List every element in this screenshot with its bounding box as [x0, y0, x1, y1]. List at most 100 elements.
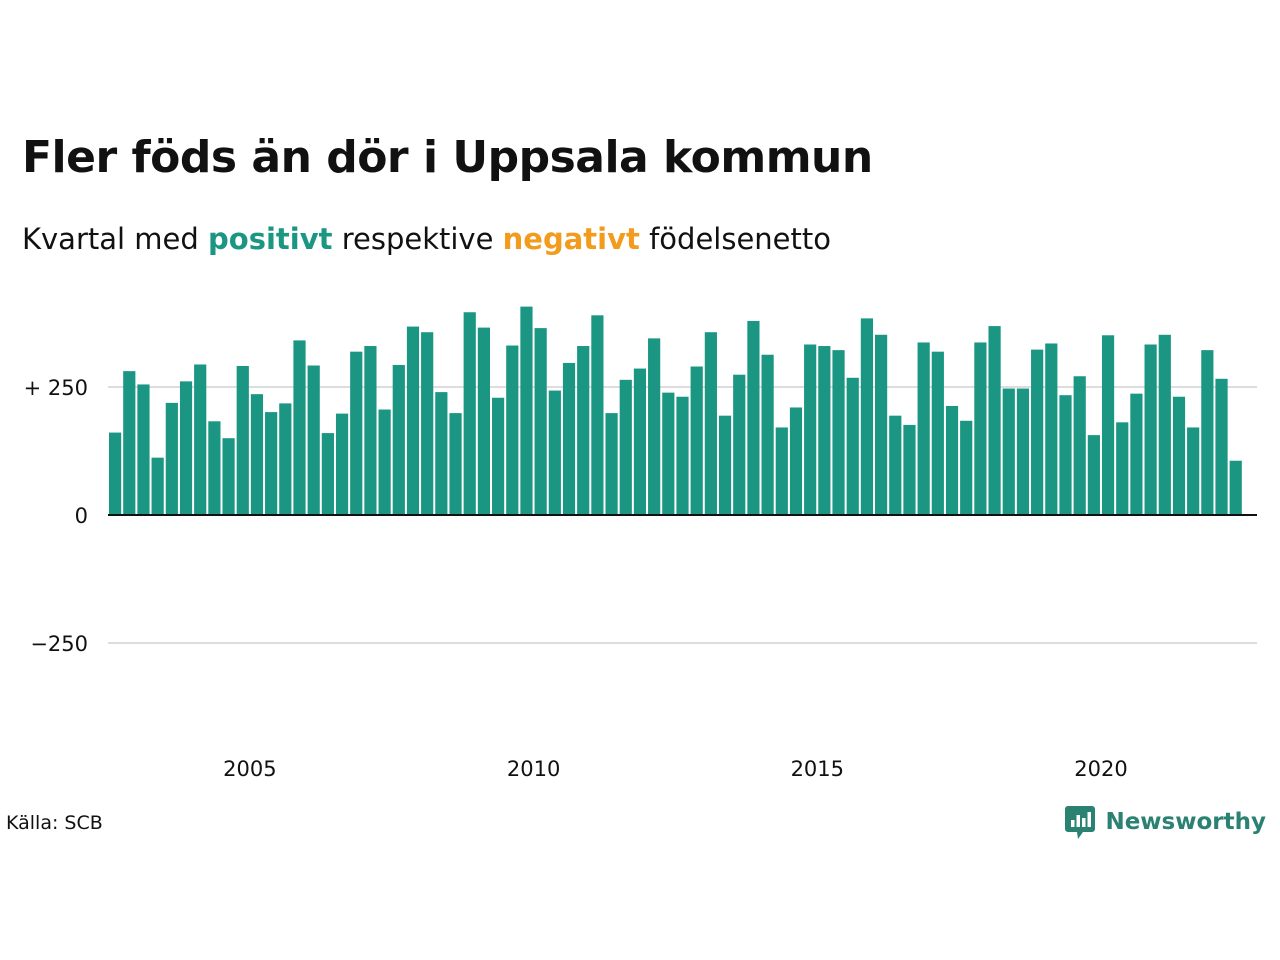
bar: 2014 K4: 171 [775, 427, 788, 515]
bar: 2012 K4: 239 [662, 392, 675, 515]
bar: 2022 K4: 106 [1229, 460, 1242, 515]
bar: 2004 K1: 219 [165, 402, 178, 515]
bar: 2011 K3: 390 [591, 315, 604, 515]
chart-subtitle: Kvartal med positivt respektive negativt… [22, 222, 831, 256]
bar: 2006 K3: 292 [307, 365, 320, 515]
bar: 2014 K2: 379 [747, 320, 760, 515]
bar: 2015 K4: 322 [832, 350, 845, 515]
bar: 2007 K2: 319 [350, 351, 363, 515]
bar: 2015 K1: 210 [789, 407, 803, 515]
bar: 2018 K3: 369 [988, 326, 1001, 515]
bar: 2008 K3: 357 [421, 332, 434, 515]
bar: 2013 K1: 231 [676, 396, 689, 515]
bar: 2007 K3: 330 [364, 346, 377, 515]
bar: 2003 K4: 112 [151, 457, 164, 515]
bar: 2003 K1: 161 [109, 432, 122, 515]
bar: 2011 K2: 330 [577, 346, 590, 515]
bar: 2006 K1: 218 [279, 403, 292, 515]
bar: 2008 K1: 293 [392, 364, 405, 515]
bar: 2019 K1: 247 [1016, 388, 1030, 515]
bar: 2016 K1: 268 [846, 377, 859, 515]
bar: 2015 K3: 330 [818, 346, 831, 515]
x-tick-label: 2010 [507, 757, 560, 781]
axes: + 250 0 −250 2005 2010 2015 2020 [24, 376, 1257, 781]
bar: 2005 K4: 201 [265, 412, 278, 515]
subtitle-middle: respektive [341, 222, 494, 256]
subtitle-positive-label: positivt [208, 222, 333, 256]
bar: 2003 K3: 255 [137, 384, 150, 515]
bar: 2003 K2: 281 [123, 371, 136, 515]
bar: 2021 K1: 237 [1130, 393, 1143, 515]
bar: 2022 K1: 171 [1187, 427, 1200, 515]
bar: 2019 K2: 323 [1031, 349, 1044, 515]
brand-name: Newsworthy [1105, 809, 1266, 835]
bar: 2013 K4: 194 [718, 415, 732, 515]
x-tick-label: 2015 [791, 757, 844, 781]
bar: 2015 K2: 333 [804, 344, 817, 515]
bar: 2009 K4: 229 [492, 397, 505, 515]
bar: 2020 K2: 156 [1087, 435, 1100, 515]
bar: 2007 K1: 198 [335, 413, 349, 515]
bar: 2007 K4: 206 [378, 409, 391, 515]
bar: 2020 K1: 271 [1073, 376, 1086, 515]
bar: 2009 K2: 396 [463, 312, 476, 515]
bar: 2011 K1: 297 [562, 362, 576, 515]
bar: 2005 K3: 236 [250, 394, 264, 515]
subtitle-suffix: födelsenetto [649, 222, 831, 256]
bar: 2012 K1: 264 [619, 379, 632, 515]
bar: 2008 K2: 368 [406, 326, 420, 515]
y-tick-label: −250 [30, 632, 88, 656]
subtitle-negative-label: negativt [502, 222, 640, 256]
bar: 2017 K1: 176 [903, 424, 916, 515]
bar: 2020 K3: 351 [1101, 335, 1115, 515]
bar: 2021 K3: 352 [1158, 334, 1171, 515]
chart-title: Fler föds än dör i Uppsala kommun [22, 132, 873, 183]
bar: 2017 K2: 337 [917, 342, 930, 515]
y-tick-label: 0 [75, 504, 88, 528]
bar: 2017 K3: 319 [931, 351, 944, 515]
bar: 2022 K2: 322 [1201, 350, 1214, 515]
bar: 2021 K2: 333 [1144, 344, 1157, 515]
source-note: Källa: SCB [6, 812, 103, 834]
bar: 2019 K4: 234 [1059, 395, 1072, 515]
y-tick-label: + 250 [24, 376, 88, 400]
bar: 2018 K4: 247 [1002, 388, 1015, 515]
bar: 2010 K1: 331 [506, 345, 519, 515]
bar: 2005 K1: 150 [222, 438, 235, 515]
bar: 2021 K4: 231 [1172, 396, 1186, 515]
bar: 2019 K3: 335 [1045, 343, 1058, 515]
bar: 2005 K2: 291 [236, 366, 249, 515]
newsworthy-logo: Newsworthy [1065, 804, 1266, 840]
bar: 2009 K3: 366 [477, 327, 490, 515]
bar: 2018 K1: 184 [960, 420, 973, 515]
bar: 2012 K3: 345 [648, 338, 661, 515]
bar: 2020 K4: 181 [1116, 422, 1129, 515]
bar: 2010 K3: 365 [534, 328, 547, 515]
bar: 2013 K2: 290 [690, 366, 703, 515]
bar: 2014 K3: 313 [761, 354, 774, 515]
bar: 2012 K2: 286 [633, 368, 647, 515]
bar: 2009 K1: 199 [449, 413, 462, 515]
bar: 2013 K3: 357 [704, 332, 717, 515]
bar: 2011 K4: 199 [605, 413, 618, 515]
bar: 2006 K2: 341 [293, 340, 306, 515]
bar: 2016 K3: 352 [875, 334, 888, 515]
bars: 2003 K1: 1612003 K2: 2812003 K3: 2552003… [109, 306, 1242, 515]
subtitle-prefix: Kvartal med [22, 222, 199, 256]
bar: 2010 K2: 407 [520, 306, 533, 515]
x-tick-label: 2020 [1074, 757, 1127, 781]
bar-chart-speech-bubble-icon [1065, 806, 1096, 839]
bar: 2008 K4: 240 [435, 392, 448, 515]
bar: 2022 K3: 266 [1215, 378, 1228, 515]
bar: 2017 K4: 213 [945, 405, 959, 515]
x-tick-label: 2005 [223, 757, 276, 781]
bar: 2004 K2: 261 [179, 381, 193, 515]
bar: 2004 K3: 294 [194, 364, 207, 515]
bar: 2018 K2: 337 [974, 342, 987, 515]
bar: 2004 K4: 183 [208, 421, 221, 515]
bar: 2010 K4: 243 [548, 390, 561, 515]
bar: 2014 K1: 274 [733, 374, 746, 515]
bar: 2006 K4: 160 [321, 433, 334, 515]
bar: 2016 K4: 194 [889, 415, 902, 515]
